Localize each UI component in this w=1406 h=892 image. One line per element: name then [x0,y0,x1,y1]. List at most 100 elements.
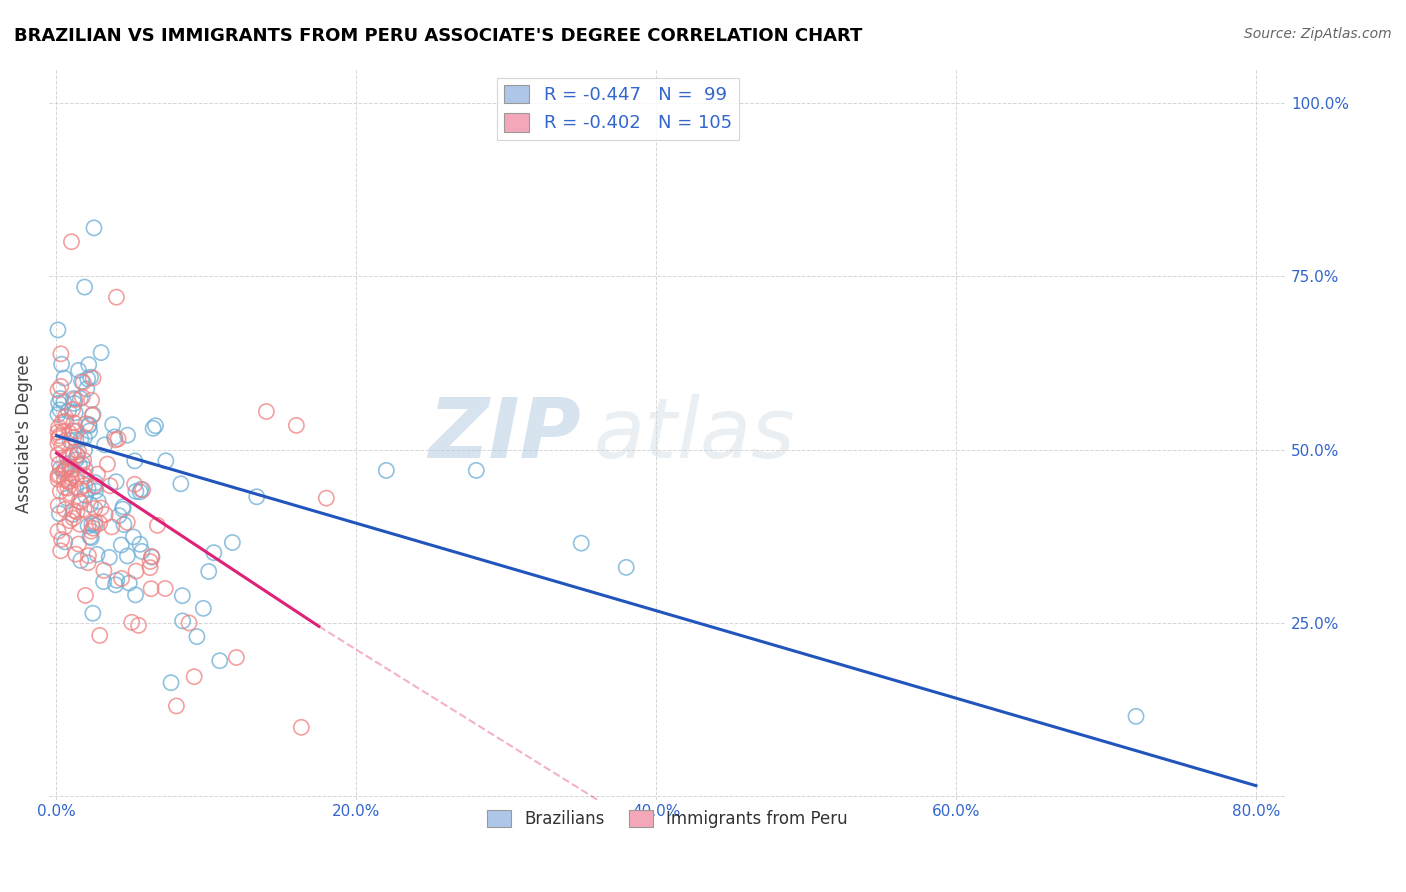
Point [63,416,86,430]
Point [49,461,72,475]
Point [46,408,69,422]
Point [80,524,103,538]
Point [53,409,76,424]
Point [62,511,84,525]
Point [160,675,183,690]
Point [62,424,84,438]
Point [48,467,70,482]
Point [53,473,76,487]
Point [94,508,117,522]
Point [63,396,86,410]
Point [131,483,153,497]
Point [67,494,90,508]
Point [66,470,89,484]
Point [48,431,70,445]
Point [60,471,83,485]
Point [125,484,148,499]
Point [58,426,80,441]
Point [60,462,83,476]
Point [60,235,83,249]
Point [70,432,93,446]
Point [89,516,111,531]
Point [90,345,112,359]
Point [103,430,125,444]
Point [108,508,131,523]
Point [75,488,97,502]
Point [53,502,76,516]
Point [66,505,89,519]
Point [124,477,146,491]
Point [80,517,103,532]
Point [48,507,70,521]
Point [141,550,163,565]
Point [141,549,163,564]
Point [75,589,97,603]
Point [62,503,84,517]
Point [112,517,135,532]
Y-axis label: Associate's Degree: Associate's Degree [15,355,32,514]
Point [49,544,72,558]
Point [98,479,121,493]
Point [62,508,84,522]
Point [129,483,152,497]
Point [55,462,77,476]
Point [131,544,153,558]
Point [59,466,82,480]
Point [105,574,128,588]
Point [46,436,69,450]
Point [121,615,143,630]
Point [75,462,97,476]
Point [93,564,115,578]
Point [197,565,219,579]
Point [67,363,90,377]
Point [82,521,104,535]
Point [83,220,105,235]
Point [177,615,200,630]
Point [53,520,76,534]
Point [96,457,118,471]
Point [117,516,139,530]
Point [82,409,104,423]
Point [155,454,177,468]
Point [465,463,488,477]
Point [87,494,110,508]
Point [124,588,146,602]
Point [110,538,132,552]
Point [52,395,75,409]
Point [65,452,87,467]
Point [83,501,105,516]
Point [49,402,72,417]
Point [59,434,82,448]
Point [59,514,82,528]
Text: ZIP: ZIP [429,393,581,475]
Point [72,375,94,389]
Point [122,530,145,544]
Point [155,582,177,596]
Point [107,432,129,446]
Point [90,500,112,515]
Point [117,428,139,442]
Point [46,383,69,397]
Point [1125,709,1147,723]
Point [86,548,108,562]
Point [202,546,225,560]
Point [77,556,100,570]
Point [84,518,107,533]
Point [51,357,73,371]
Point [84,479,107,493]
Point [165,698,187,713]
Point [62,402,84,417]
Point [124,454,146,468]
Point [69,392,91,406]
Point [112,500,135,514]
Point [48,420,70,434]
Point [48,428,70,442]
Point [48,396,70,410]
Point [129,537,152,551]
Point [73,431,96,445]
Point [46,425,69,440]
Point [172,614,194,628]
Point [69,517,91,532]
Point [100,520,122,534]
Point [125,564,148,578]
